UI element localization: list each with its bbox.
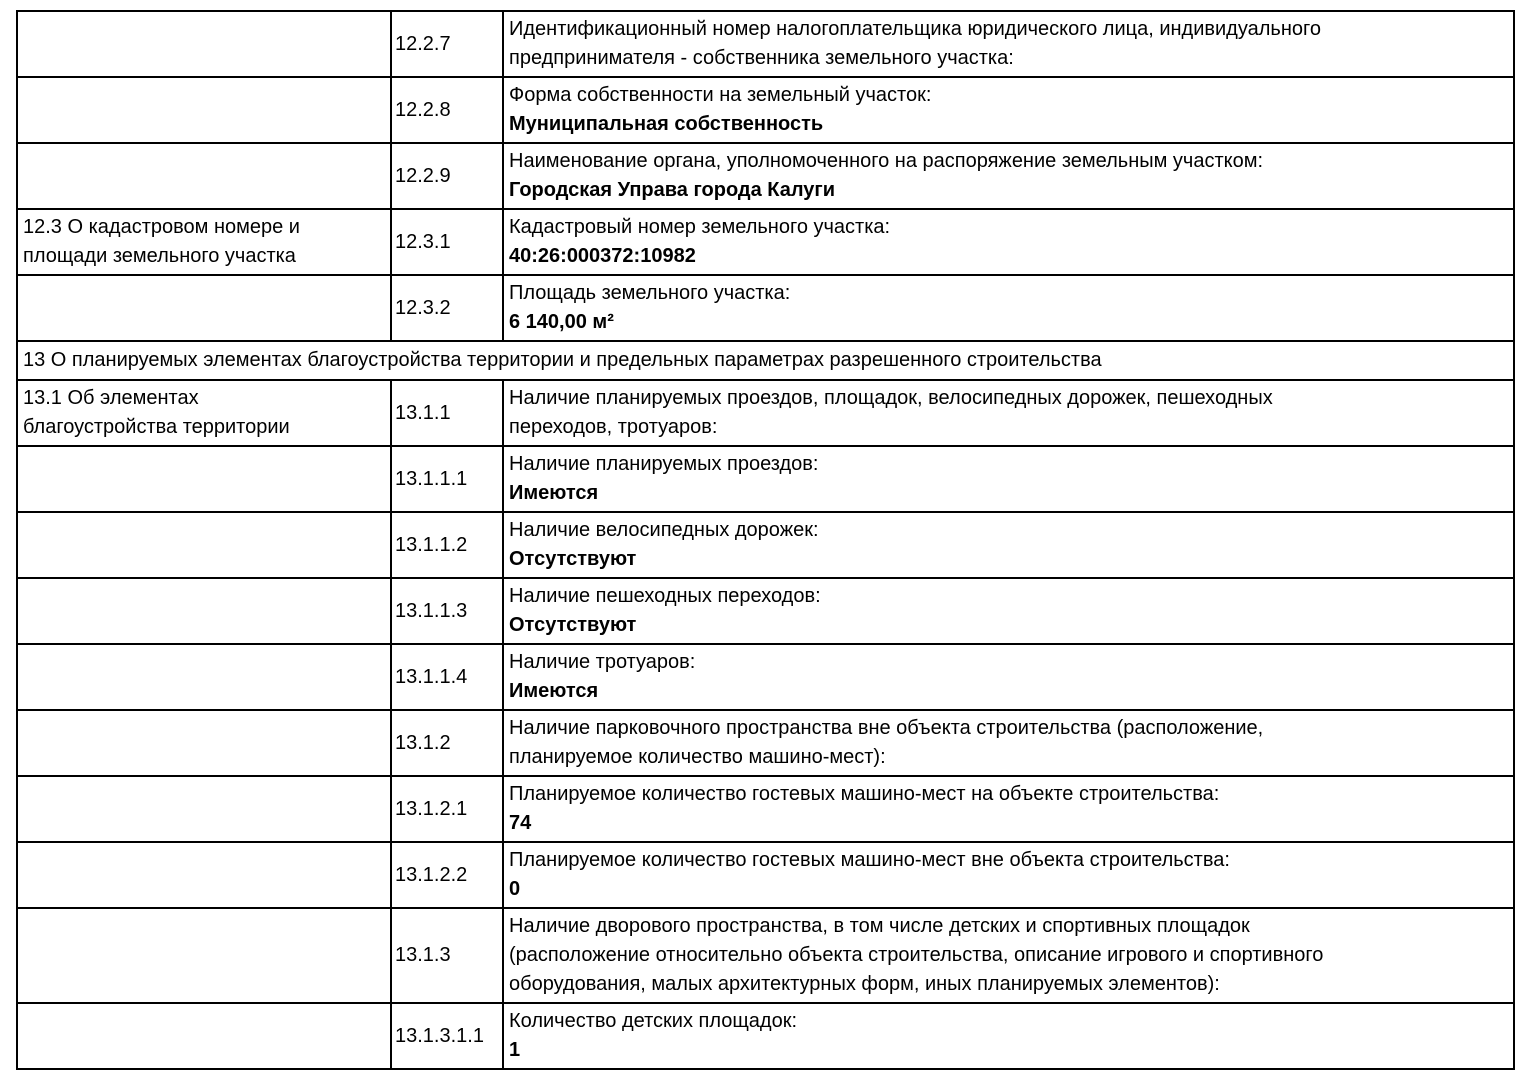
- row-content: Наименование органа, уполномоченного на …: [502, 142, 1515, 210]
- row-section-label: [16, 445, 392, 513]
- row-section-label: [16, 577, 392, 645]
- row-content: Наличие пешеходных переходов: Отсутствуют: [502, 577, 1515, 645]
- table-row: 13.1.1.1 Наличие планируемых проездов: Име…: [16, 445, 1515, 513]
- table-row: 12.2.7 Идентификационный номер налогоплат…: [16, 10, 1515, 78]
- row-content: Планируемое количество гостевых машино-м…: [502, 775, 1515, 843]
- row-content: Наличие планируемых проездов: Имеются: [502, 445, 1515, 513]
- row-content: Идентификационный номер налогоплательщик…: [502, 10, 1515, 78]
- table-row: 13.1.2 Наличие парковочного пространства …: [16, 709, 1515, 777]
- row-content: Наличие тротуаров: Имеются: [502, 643, 1515, 711]
- table-body: 12.2.7 Идентификационный номер налогоплат…: [16, 10, 1515, 1070]
- row-content: Наличие парковочного пространства вне об…: [502, 709, 1515, 777]
- field-value: Отсутствуют: [509, 614, 637, 636]
- row-section-label: 13.1 Об элементах благоустройства террит…: [16, 379, 392, 447]
- table-row: 13.1 Об элементах благоустройства террит…: [16, 379, 1515, 447]
- field-label: Идентификационный номер налогоплательщик…: [509, 18, 1321, 69]
- row-section-label: [16, 643, 392, 711]
- table-row: 13.1.2.1 Планируемое количество гостевых …: [16, 775, 1515, 843]
- row-number: 13.1.1.3: [390, 577, 504, 645]
- row-section-label: [16, 709, 392, 777]
- row-section-label: [16, 841, 392, 909]
- field-label: Площадь земельного участка:: [509, 282, 791, 304]
- table-row: 12.3 О кадастровом номере и площади земе…: [16, 208, 1515, 276]
- row-section-label: [16, 274, 392, 342]
- table-row: 12.3.2 Площадь земельного участка: 6 140,0…: [16, 274, 1515, 342]
- row-section-label: [16, 1002, 392, 1070]
- row-number: 13.1.2.2: [390, 841, 504, 909]
- field-value: 0: [509, 878, 521, 900]
- table-row: 13.1.1.3 Наличие пешеходных переходов: Отс…: [16, 577, 1515, 645]
- row-section-label: [16, 142, 392, 210]
- field-label: Наличие парковочного пространства вне об…: [509, 717, 1264, 768]
- row-section-label: [16, 10, 392, 78]
- field-label: Наличие планируемых проездов:: [509, 453, 819, 475]
- row-section-label: [16, 907, 392, 1004]
- field-label: Наличие тротуаров:: [509, 651, 696, 673]
- field-value: 1: [509, 1039, 521, 1061]
- row-section-label: [16, 775, 392, 843]
- field-value: Имеются: [509, 482, 599, 504]
- field-label: Наличие дворового пространства, в том чи…: [509, 915, 1324, 995]
- row-number: 12.3.2: [390, 274, 504, 342]
- table-row: 12.2.9 Наименование органа, уполномоченно…: [16, 142, 1515, 210]
- row-content: Наличие велосипедных дорожек: Отсутствуют: [502, 511, 1515, 579]
- field-value: Отсутствуют: [509, 548, 637, 570]
- row-number: 13.1.2: [390, 709, 504, 777]
- row-content: Кадастровый номер земельного участка: 40:…: [502, 208, 1515, 276]
- section-title: 13 О планируемых элементах благоустройст…: [16, 340, 1515, 381]
- table-row: 13.1.3.1.1 Количество детских площадок: 1: [16, 1002, 1515, 1070]
- field-value: Городская Управа города Калуги: [509, 179, 836, 201]
- field-label: Планируемое количество гостевых машино-м…: [509, 783, 1220, 805]
- field-value: 6 140,00 м²: [509, 311, 614, 333]
- row-number: 12.2.8: [390, 76, 504, 144]
- field-label: Форма собственности на земельный участок…: [509, 84, 932, 106]
- field-value: 74: [509, 812, 532, 834]
- table-row: 13.1.3 Наличие дворового пространства, в …: [16, 907, 1515, 1004]
- table-row: 13.1.2.2 Планируемое количество гостевых …: [16, 841, 1515, 909]
- row-content: Площадь земельного участка: 6 140,00 м²: [502, 274, 1515, 342]
- field-value: Имеются: [509, 680, 599, 702]
- field-label: Планируемое количество гостевых машино-м…: [509, 849, 1230, 871]
- row-number: 13.1.1: [390, 379, 504, 447]
- row-number: 13.1.1.1: [390, 445, 504, 513]
- table-row: 13.1.1.4 Наличие тротуаров: Имеются: [16, 643, 1515, 711]
- row-number: 13.1.3: [390, 907, 504, 1004]
- row-content: Наличие дворового пространства, в том чи…: [502, 907, 1515, 1004]
- row-number: 12.3.1: [390, 208, 504, 276]
- field-label: Количество детских площадок:: [509, 1010, 798, 1032]
- row-section-label: 12.3 О кадастровом номере и площади земе…: [16, 208, 392, 276]
- field-label: Наличие планируемых проездов, площадок, …: [509, 387, 1273, 438]
- field-value: Муниципальная собственность: [509, 113, 824, 135]
- row-number: 13.1.3.1.1: [390, 1002, 504, 1070]
- field-label: Кадастровый номер земельного участка:: [509, 216, 891, 238]
- table-row: 13.1.1.2 Наличие велосипедных дорожек: Отс…: [16, 511, 1515, 579]
- row-number: 13.1.1.4: [390, 643, 504, 711]
- row-number: 12.2.7: [390, 10, 504, 78]
- section-header-row: 13 О планируемых элементах благоустройст…: [16, 340, 1515, 381]
- row-number: 12.2.9: [390, 142, 504, 210]
- row-number: 13.1.2.1: [390, 775, 504, 843]
- field-label: Наличие пешеходных переходов:: [509, 585, 821, 607]
- row-content: Планируемое количество гостевых машино-м…: [502, 841, 1515, 909]
- row-section-label: [16, 511, 392, 579]
- row-content: Наличие планируемых проездов, площадок, …: [502, 379, 1515, 447]
- field-label: Наличие велосипедных дорожек:: [509, 519, 819, 541]
- table-row: 12.2.8 Форма собственности на земельный у…: [16, 76, 1515, 144]
- field-label: Наименование органа, уполномоченного на …: [509, 150, 1264, 172]
- row-section-label: [16, 76, 392, 144]
- row-number: 13.1.1.2: [390, 511, 504, 579]
- project-declaration-table: 12.2.7 Идентификационный номер налогоплат…: [16, 10, 1515, 1070]
- row-content: Форма собственности на земельный участок…: [502, 76, 1515, 144]
- row-content: Количество детских площадок: 1: [502, 1002, 1515, 1070]
- field-value: 40:26:000372:10982: [509, 245, 696, 267]
